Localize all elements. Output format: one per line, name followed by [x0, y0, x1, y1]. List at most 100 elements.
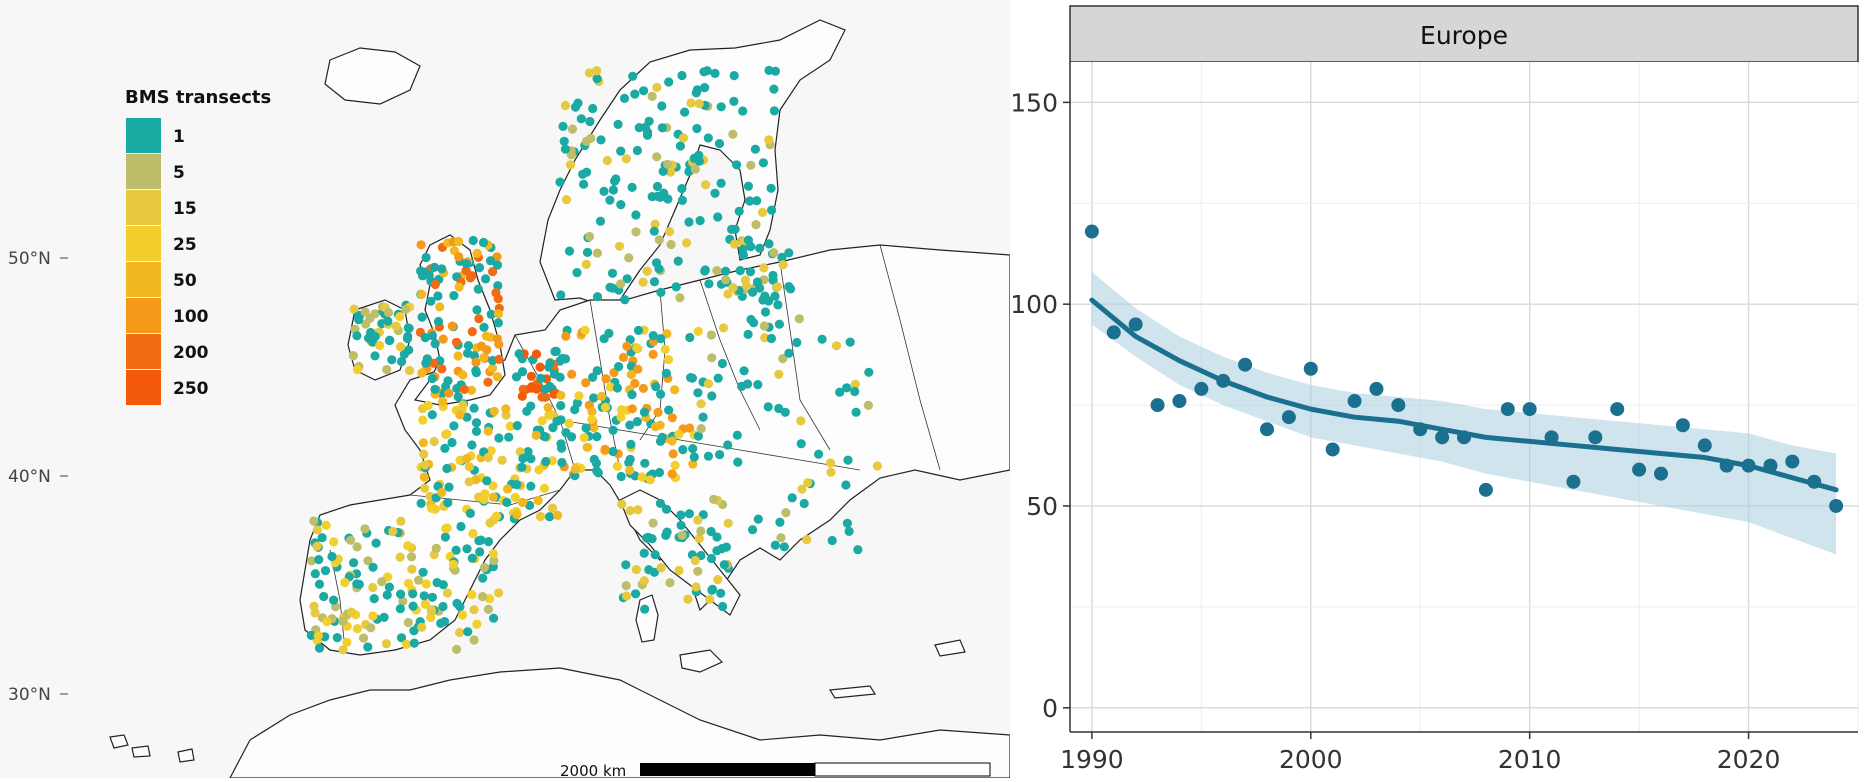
- transect-dot: [718, 323, 729, 333]
- transect-dot: [589, 454, 599, 464]
- transect-dot: [438, 396, 448, 406]
- transect-dot: [492, 511, 502, 521]
- transect-dot: [735, 266, 745, 276]
- x-tick-label: 2010: [1498, 745, 1562, 774]
- transect-dot: [691, 582, 701, 592]
- transect-dot: [384, 582, 394, 592]
- transect-dot: [438, 334, 448, 344]
- transect-dot: [863, 400, 874, 410]
- transect-dot: [467, 590, 477, 600]
- transect-dot: [472, 248, 482, 258]
- transect-dot: [488, 267, 498, 277]
- transect-dot: [352, 624, 362, 634]
- transect-dot: [474, 263, 485, 273]
- transect-dot: [572, 268, 582, 278]
- transect-dot: [616, 405, 627, 415]
- transect-dot: [638, 383, 649, 393]
- transect-dot: [595, 216, 606, 226]
- transect-dot: [688, 459, 698, 469]
- transect-dot: [487, 363, 498, 373]
- transect-dot: [662, 527, 672, 537]
- transect-dot: [517, 497, 528, 508]
- transect-dot: [657, 123, 667, 133]
- confidence-band-area: [1091, 271, 1837, 555]
- transect-dot: [604, 328, 614, 338]
- transect-dot: [624, 458, 634, 468]
- data-point: [1347, 394, 1362, 409]
- data-point: [1084, 224, 1099, 239]
- data-point: [1675, 418, 1690, 433]
- transect-dot: [738, 244, 748, 254]
- transect-dot: [517, 462, 527, 472]
- legend-swatch: [126, 262, 161, 297]
- transect-dot: [707, 391, 717, 401]
- transect-dot: [427, 592, 437, 602]
- transect-dot: [485, 518, 495, 528]
- transect-dot: [537, 416, 547, 426]
- transect-dot: [338, 645, 348, 655]
- transect-dot: [395, 604, 405, 614]
- transect-dot: [616, 412, 626, 422]
- transect-dot: [418, 438, 428, 448]
- transect-dot: [408, 601, 418, 611]
- y-tick-label: 150: [1010, 88, 1058, 117]
- transect-dot: [526, 371, 537, 381]
- transect-dot: [454, 282, 464, 292]
- data-point: [1478, 482, 1493, 497]
- transect-dot: [721, 275, 731, 285]
- legend-swatch: [126, 226, 161, 261]
- transect-dot: [352, 365, 363, 375]
- transect-dot: [483, 426, 493, 436]
- transect-dot: [492, 260, 503, 270]
- transect-dot: [630, 378, 640, 389]
- transect-dot: [759, 321, 770, 331]
- transect-dot: [774, 369, 784, 379]
- transect-dot: [458, 370, 468, 380]
- transect-dot: [775, 517, 785, 527]
- transect-dot: [535, 362, 545, 372]
- legend-label: 50: [173, 271, 197, 291]
- transect-dot: [796, 439, 806, 449]
- facet-strip: [1069, 5, 1859, 63]
- transect-dot: [371, 538, 381, 548]
- transect-dot: [764, 239, 774, 249]
- transect-dot: [714, 139, 725, 149]
- transect-dot: [369, 594, 379, 604]
- transect-dot: [556, 401, 566, 411]
- transect-dot: [522, 406, 532, 416]
- transect-dot: [352, 331, 362, 341]
- transect-dot: [471, 418, 482, 428]
- transect-dot: [616, 146, 626, 156]
- transect-dot: [478, 573, 488, 583]
- transect-dot: [352, 579, 362, 589]
- transect-dot: [631, 589, 641, 599]
- transect-dot: [388, 526, 398, 537]
- transect-dot: [383, 307, 394, 318]
- transect-dot: [649, 277, 660, 287]
- transect-dot: [640, 604, 650, 614]
- transect-dot: [617, 499, 627, 509]
- transect-dot: [706, 553, 717, 564]
- transect-dot: [558, 121, 568, 131]
- transect-dot: [686, 98, 696, 108]
- transect-dot: [464, 462, 474, 472]
- transect-dot: [769, 106, 780, 116]
- transect-dot: [312, 541, 322, 551]
- transect-dot: [329, 595, 339, 605]
- transect-dot: [732, 430, 742, 440]
- transect-dot: [639, 86, 649, 96]
- transect-dot: [655, 498, 666, 508]
- transect-dot: [453, 392, 463, 402]
- legend-swatch: [126, 370, 161, 405]
- transect-dot: [713, 212, 723, 222]
- transect-dot: [382, 365, 392, 375]
- transect-dot: [652, 82, 662, 92]
- transect-dot: [633, 325, 644, 335]
- transect-dot: [550, 346, 560, 357]
- transect-dot: [842, 383, 852, 393]
- transect-dot: [592, 248, 603, 258]
- transect-dot: [471, 366, 481, 376]
- transect-dot: [600, 402, 611, 412]
- transect-dot: [796, 416, 806, 426]
- transect-dot: [456, 521, 466, 532]
